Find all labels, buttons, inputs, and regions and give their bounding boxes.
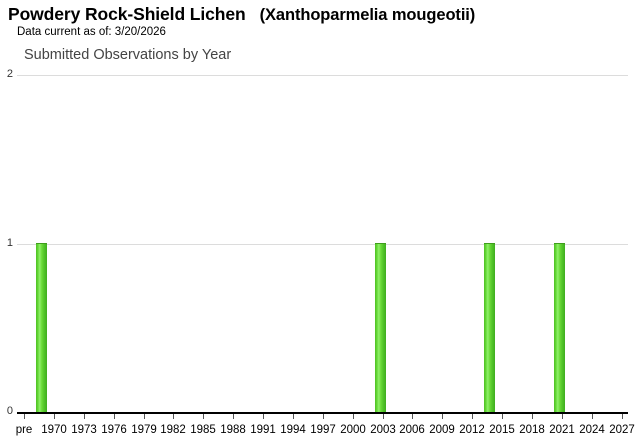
species-common-name: Powdery Rock-Shield Lichen [8,4,246,24]
x-axis-tick [622,414,623,419]
x-axis-tick-label: 1994 [280,424,306,436]
x-axis-tick-label: 1970 [41,424,67,436]
x-axis-tick-label: 2000 [340,424,366,436]
x-axis-tick [203,414,204,419]
x-axis-tick [442,414,443,419]
chart-title: Submitted Observations by Year [24,47,232,63]
x-axis-tick [293,414,294,419]
x-axis-tick-label: 2024 [579,424,605,436]
x-axis-tick-label: 2015 [489,424,515,436]
x-axis-tick [114,414,115,419]
x-axis-tick-label: pre [15,424,33,436]
x-axis-tick [472,414,473,419]
x-axis-tick-label: 2003 [370,424,396,436]
data-current-label: Data current as of: 3/20/2026 [17,26,166,38]
x-axis-tick-label: 1988 [220,424,246,436]
x-axis-tick [502,414,503,419]
x-axis-tick-label: 1979 [131,424,157,436]
x-axis-tick [562,414,563,419]
x-axis-tick-label: 1976 [101,424,127,436]
page-title: Powdery Rock-Shield Lichen (Xanthoparmeli… [8,4,475,25]
x-axis-tick-label: 2006 [399,424,425,436]
gridline [17,243,628,245]
x-axis-tick [173,414,174,419]
x-axis-tick [233,414,234,419]
x-axis-tick [383,414,384,419]
species-scientific-name: (Xanthoparmelia mougeotii) [259,6,476,24]
bar[interactable] [36,243,47,412]
x-axis-tick [323,414,324,419]
x-axis-tick-label: 2018 [519,424,545,436]
x-axis-tick-label: 1982 [160,424,186,436]
x-axis-tick [532,414,533,419]
plot-area [17,75,628,412]
x-axis-tick-label: 2009 [429,424,455,436]
x-axis-tick [54,414,55,419]
x-axis-tick-label: 2027 [609,424,635,436]
x-axis-tick [144,414,145,419]
x-axis-tick-label: 1991 [250,424,276,436]
x-axis-tick [263,414,264,419]
gridline [17,75,628,76]
x-axis-tick [24,414,25,419]
y-axis-tick-label: 1 [6,236,13,249]
bar[interactable] [484,243,495,412]
x-axis-tick [412,414,413,419]
x-axis-tick [592,414,593,419]
y-axis-tick-label: 2 [6,68,13,80]
x-axis-tick-label: 1973 [71,424,97,436]
x-axis-tick-label: 1997 [310,424,336,436]
x-axis-tick [353,414,354,419]
x-axis-tick-label: 1985 [190,424,216,436]
bar[interactable] [554,243,565,412]
y-axis-tick-label: 0 [6,405,13,417]
bar[interactable] [375,243,386,412]
x-axis-tick-label: 2021 [549,424,575,436]
x-axis-line [17,412,628,414]
x-axis-tick-label: 2012 [459,424,485,436]
x-axis-tick [84,414,85,419]
